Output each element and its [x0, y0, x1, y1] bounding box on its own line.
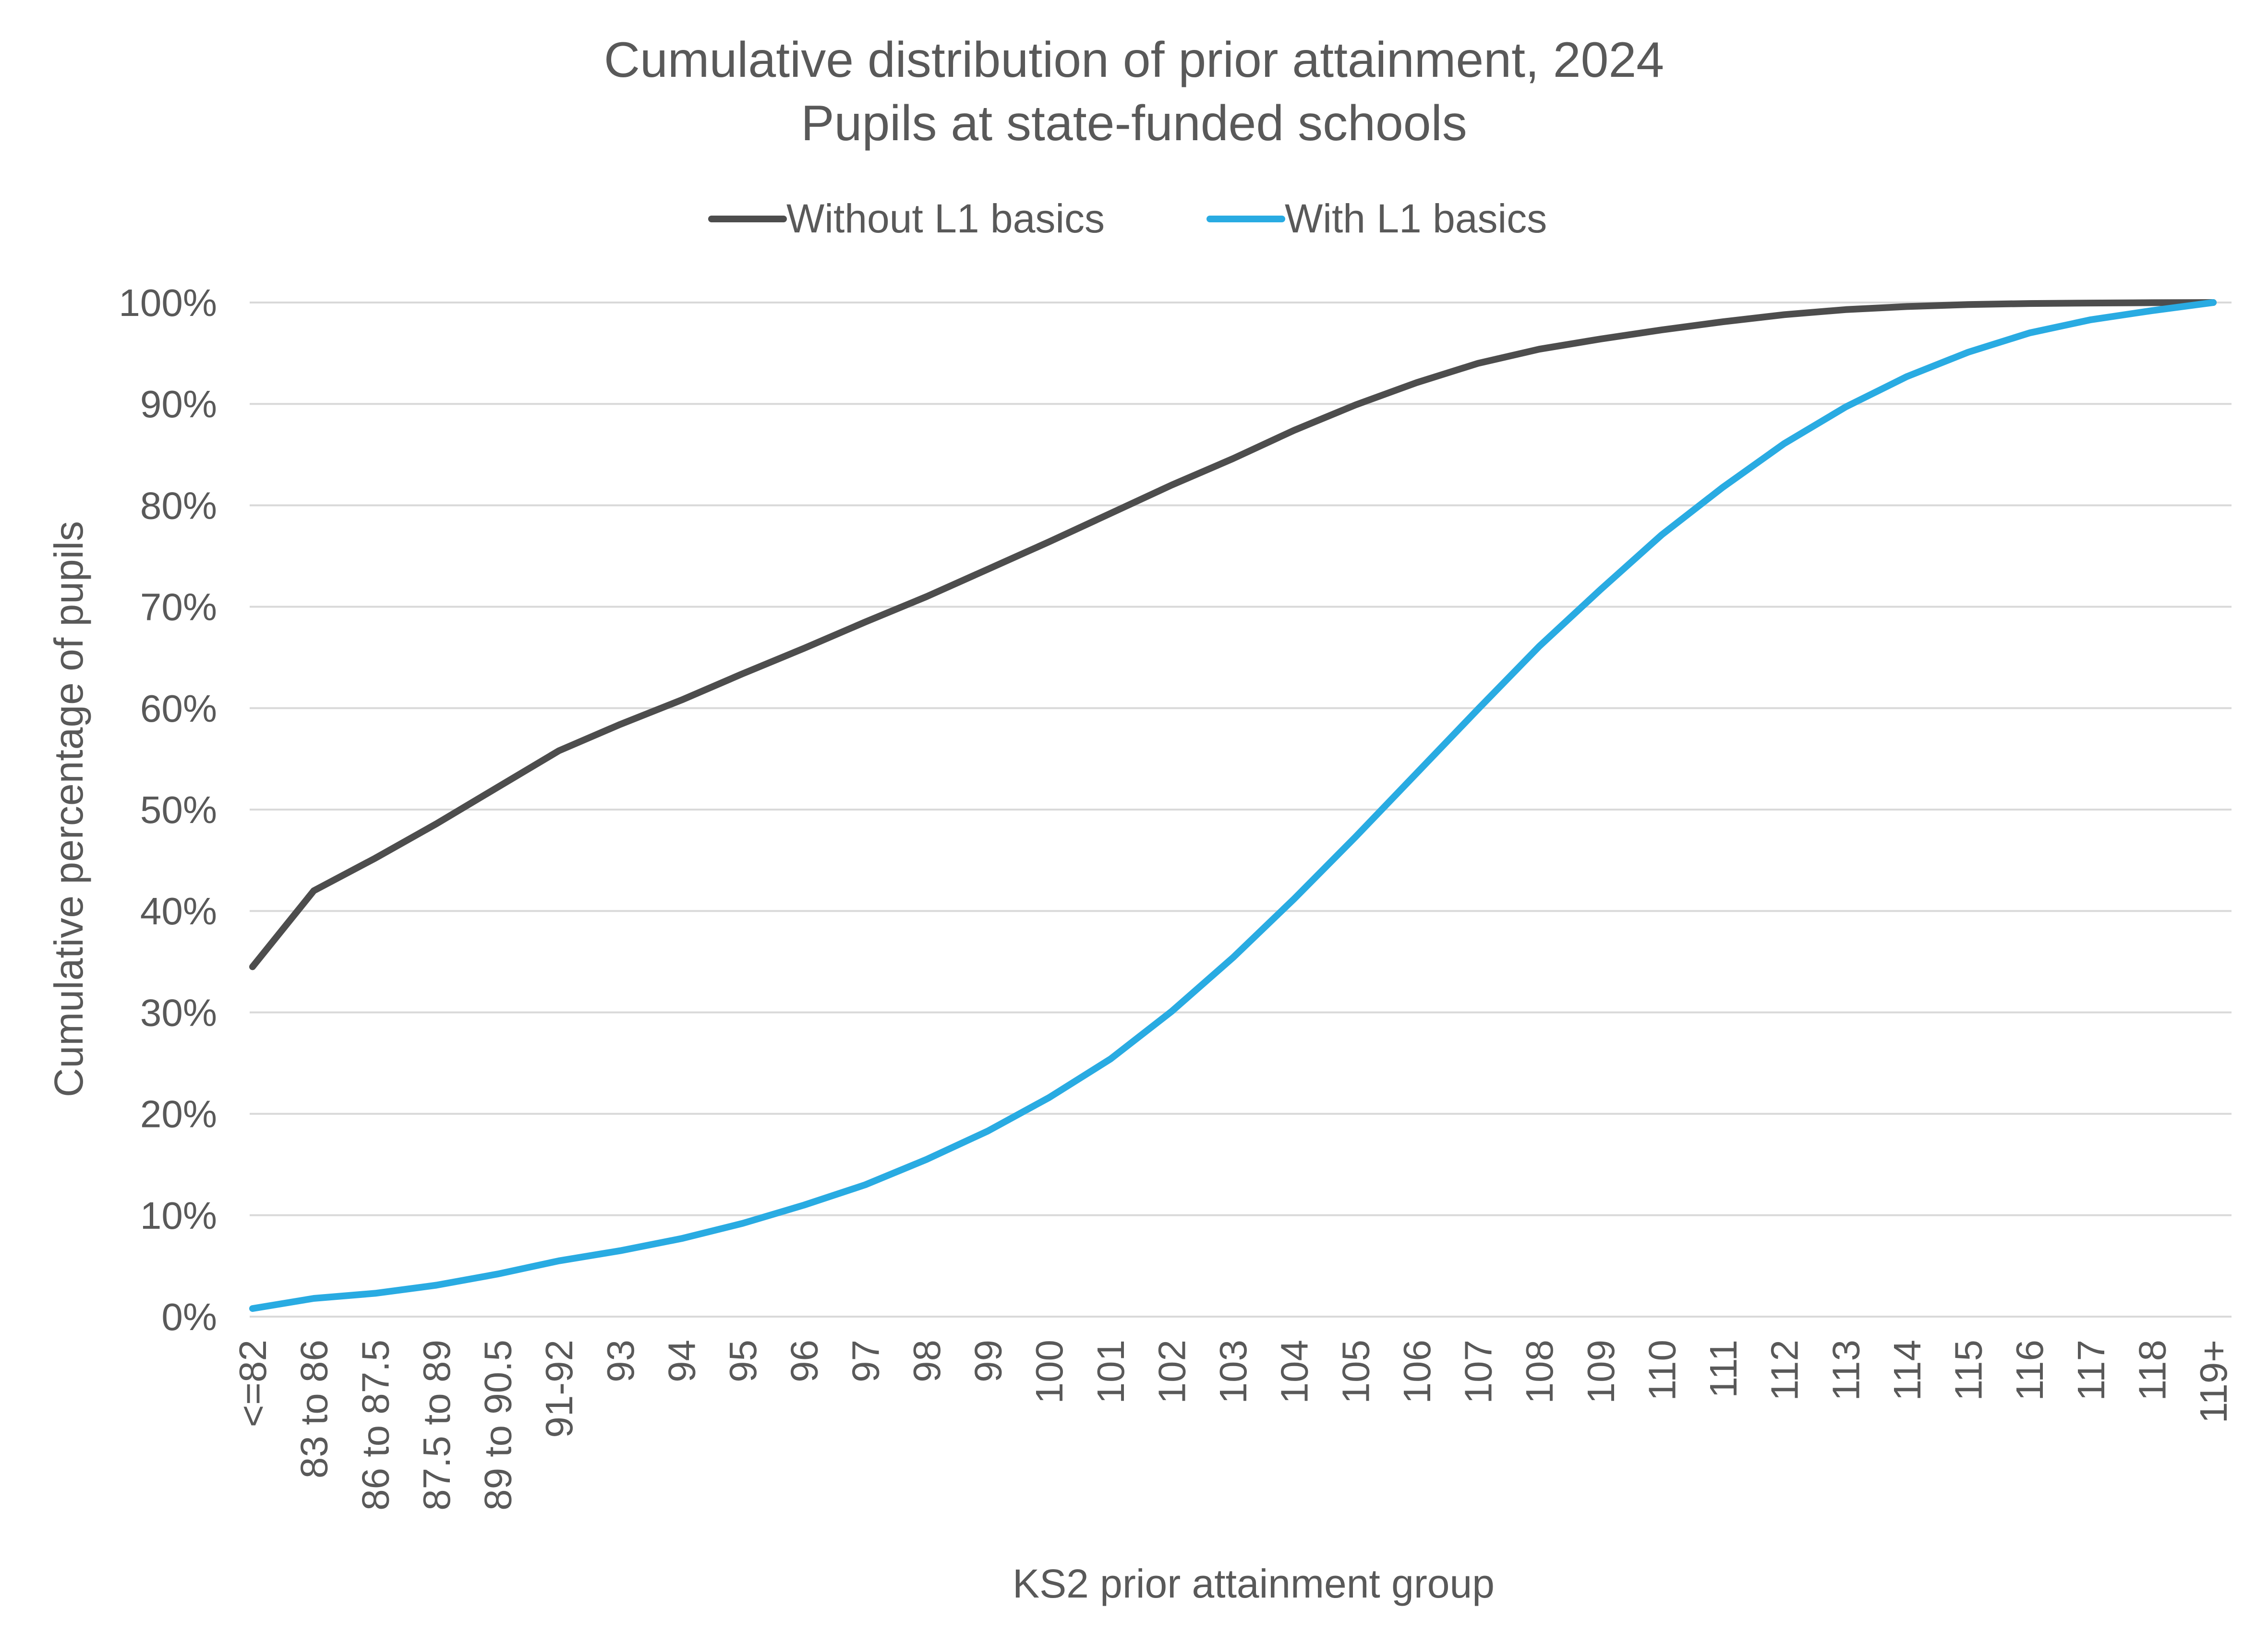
x-axis-title: KS2 prior attainment group [1013, 1561, 1495, 1606]
x-tick-label: 106 [1396, 1340, 1438, 1404]
x-tick-label: 89 to 90.5 [477, 1340, 519, 1511]
y-tick-label: 40% [140, 890, 217, 932]
x-tick-label: 91-92 [538, 1340, 580, 1438]
x-tick-label: 109 [1580, 1340, 1622, 1404]
y-tick-label: 90% [140, 383, 217, 425]
x-tick-label: <=82 [231, 1340, 274, 1427]
series-line-1 [249, 299, 2217, 1312]
y-tick-label: 50% [140, 788, 217, 831]
x-tick-label: 108 [1518, 1340, 1561, 1404]
legend-label: Without L1 basics [786, 196, 1105, 241]
y-tick-label: 70% [140, 586, 217, 629]
gridlines [250, 302, 2232, 1318]
series-lines [249, 299, 2217, 1312]
x-tick-label: 110 [1641, 1340, 1683, 1401]
y-tick-label: 20% [140, 1093, 217, 1136]
x-tick-label: 118 [2131, 1340, 2173, 1401]
x-tick-label: 96 [783, 1340, 826, 1382]
y-tick-label: 0% [161, 1296, 217, 1338]
x-tick-label: 87.5 to 89 [415, 1340, 458, 1511]
y-axis-title: Cumulative percentage of pupils [46, 521, 91, 1097]
x-tick-label: 116 [2008, 1340, 2051, 1401]
x-tick-label: 112 [1763, 1340, 1806, 1401]
x-tick-label: 95 [722, 1340, 764, 1382]
x-tick-label: 102 [1150, 1340, 1193, 1404]
x-tick-label: 97 [844, 1340, 887, 1382]
x-tick-label: 119+ [2192, 1340, 2235, 1423]
x-tick-label: 117 [2070, 1340, 2112, 1401]
chart-subtitle: Pupils at state-funded schools [801, 96, 1467, 151]
chart-title: Cumulative distribution of prior attainm… [604, 32, 1664, 88]
y-tick-label: 30% [140, 991, 217, 1034]
x-tick-label: 113 [1824, 1340, 1867, 1401]
x-tick-label: 115 [1947, 1340, 1990, 1401]
x-tick-label: 101 [1089, 1340, 1132, 1404]
x-tick-label: 103 [1212, 1340, 1255, 1404]
y-tick-label: 10% [140, 1194, 217, 1237]
x-axis-ticks: <=82 83 to 86 86 to 87.5 87.5 to 89 89 to 90… [231, 1340, 2235, 1511]
x-tick-label: 93 [599, 1340, 642, 1382]
legend: Without L1 basics With L1 basics [708, 196, 1547, 241]
x-tick-label: 100 [1028, 1340, 1071, 1404]
x-tick-label: 114 [1886, 1340, 1929, 1401]
x-tick-label: 83 to 86 [293, 1340, 336, 1478]
x-tick-label: 111 [1702, 1340, 1745, 1398]
y-axis-ticks: 0% 10% 20% 30% 40% 50% 60% 70% 80% 90% 100% [119, 281, 217, 1338]
legend-label: With L1 basics [1285, 196, 1547, 241]
x-tick-label: 86 to 87.5 [354, 1340, 397, 1511]
x-tick-label: 105 [1334, 1340, 1377, 1404]
series-line-0 [249, 299, 2217, 970]
y-tick-label: 80% [140, 484, 217, 527]
y-tick-label: 100% [119, 281, 217, 324]
x-tick-label: 107 [1457, 1340, 1500, 1404]
y-tick-label: 60% [140, 687, 217, 730]
x-tick-label: 98 [905, 1340, 948, 1382]
x-tick-label: 94 [660, 1340, 703, 1382]
x-tick-label: 104 [1273, 1340, 1316, 1404]
x-tick-label: 99 [967, 1340, 1010, 1382]
